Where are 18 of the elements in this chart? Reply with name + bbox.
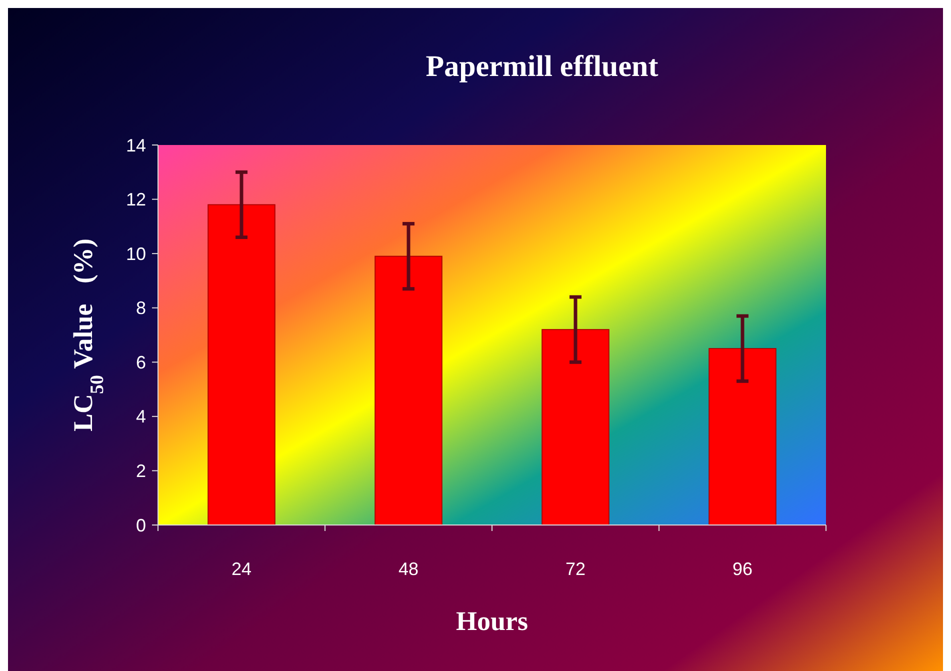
y-tick-label: 4 bbox=[136, 406, 146, 427]
bar bbox=[542, 329, 610, 526]
x-tick-label: 48 bbox=[398, 559, 419, 579]
x-tick-label: 24 bbox=[231, 559, 252, 579]
y-tick-label: 8 bbox=[136, 298, 146, 318]
bar bbox=[708, 348, 776, 526]
x-axis-title: Hours bbox=[456, 606, 528, 636]
chart-title: Papermill effluent bbox=[426, 50, 658, 83]
y-tick-label: 2 bbox=[136, 461, 146, 482]
bar bbox=[208, 204, 276, 526]
y-tick-label: 0 bbox=[136, 515, 146, 536]
y-tick-label: 6 bbox=[136, 352, 146, 372]
y-tick-label: 10 bbox=[126, 244, 146, 264]
y-tick-label: 14 bbox=[126, 135, 146, 156]
y-tick-label: 12 bbox=[126, 190, 146, 210]
x-tick-label: 96 bbox=[732, 559, 753, 579]
x-tick-label: 72 bbox=[565, 559, 586, 579]
bar bbox=[374, 256, 442, 526]
